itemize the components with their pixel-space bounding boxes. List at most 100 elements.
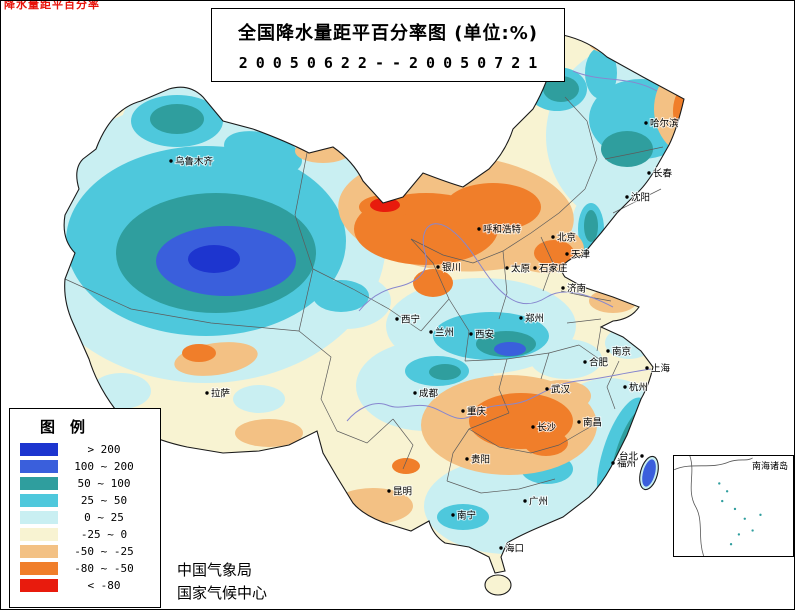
city-label: 北京 (557, 232, 576, 244)
city-dot (611, 461, 615, 465)
legend-item: 100 ~ 200 (20, 460, 160, 473)
legend-item: 25 ~ 50 (20, 494, 160, 507)
city-dot (499, 546, 503, 550)
city-label: 太原 (511, 263, 530, 275)
city-dot (469, 332, 473, 336)
rivers (346, 70, 658, 422)
city-dot (505, 266, 509, 270)
city-label: 重庆 (467, 406, 487, 418)
city-dot (429, 330, 433, 334)
city-label: 长沙 (537, 422, 557, 434)
city-label: 哈尔滨 (650, 118, 679, 130)
city-dot (477, 227, 481, 231)
legend-label: 0 ~ 25 (84, 511, 124, 524)
legend-label: 25 ~ 50 (80, 494, 128, 507)
legend-item: -25 ~ 0 (20, 528, 160, 541)
city-label: 南宁 (457, 510, 476, 522)
city-label: 乌鲁木齐 (175, 156, 214, 168)
city-label: 沈阳 (631, 192, 650, 204)
city-dot (577, 420, 581, 424)
city-dot (545, 387, 549, 391)
legend-label: 100 ~ 200 (74, 460, 134, 473)
city-dot (583, 360, 587, 364)
legend-label: -25 ~ 0 (80, 528, 128, 541)
legend-swatch (20, 528, 58, 541)
legend-box: 图 例 > 200 100 ~ 200 50 ~ 100 25 ~ 50 0 ~ 25 -… (9, 408, 161, 608)
legend-label: 50 ~ 100 (77, 477, 131, 490)
city-label: 西宁 (401, 314, 420, 326)
legend-swatch (20, 477, 58, 490)
legend-title: 图 例 (40, 418, 86, 436)
city-dot (169, 159, 173, 163)
province-borders (64, 96, 664, 494)
city-label: 杭州 (629, 382, 648, 394)
south-china-sea-map (674, 456, 762, 556)
city-label: 银川 (442, 262, 461, 274)
map-date-range: 20050622--20050721 (238, 53, 546, 72)
city-label: 贵阳 (471, 454, 490, 466)
city-label: 长春 (653, 168, 673, 180)
legend-swatch (20, 545, 58, 558)
city-dot (647, 171, 651, 175)
city-label: 福州 (617, 458, 636, 470)
city-label: 广州 (529, 496, 548, 508)
city-dot (645, 366, 649, 370)
agency-block: 中国气象局 国家气候中心 (177, 559, 267, 605)
city-label: 海口 (505, 543, 524, 555)
city-label: 南昌 (583, 417, 602, 429)
legend-item: -50 ~ -25 (20, 545, 160, 558)
legend-item: 50 ~ 100 (20, 477, 160, 490)
city-label: 兰州 (435, 327, 454, 339)
legend-swatch (20, 460, 58, 473)
city-label: 郑州 (525, 313, 544, 325)
legend-item: -80 ~ -50 (20, 562, 160, 575)
city-label: 成都 (419, 388, 439, 400)
legend-swatch (20, 562, 58, 575)
city-dot (465, 457, 469, 461)
city-dot (606, 349, 610, 353)
legend-swatch (20, 579, 58, 592)
corner-note: 降水量距平百分率 (4, 0, 100, 11)
city-dot (387, 489, 391, 493)
city-dot (436, 265, 440, 269)
city-label: 南京 (612, 346, 631, 358)
city-label: 西安 (475, 329, 494, 341)
inset-label: 南海诸岛 (751, 462, 788, 472)
legend-item: 0 ~ 25 (20, 511, 160, 524)
city-dot (519, 316, 523, 320)
city-label: 济南 (567, 283, 586, 295)
island-dots (718, 482, 762, 546)
legend-label: -80 ~ -50 (74, 562, 134, 575)
map-title-box: 全国降水量距平百分率图 (单位:%) 20050622--20050721 (211, 8, 565, 82)
city-dot (451, 513, 455, 517)
legend-item: < -80 (20, 579, 160, 592)
city-dot (561, 286, 565, 290)
city-dot (395, 317, 399, 321)
city-dot (205, 391, 209, 395)
city-label: 天津 (571, 250, 591, 261)
city-label: 上海 (651, 363, 671, 375)
agency-line1: 中国气象局 (177, 561, 253, 579)
legend-label: < -80 (87, 579, 121, 592)
city-dot (644, 121, 648, 125)
legend-swatch (20, 494, 58, 507)
legend-swatch (20, 443, 58, 456)
city-dot (551, 235, 555, 239)
legend-item: > 200 (20, 443, 160, 456)
city-label: 合肥 (589, 357, 609, 369)
south-china-sea-inset: 南海诸岛 (673, 455, 794, 557)
city-dot (625, 195, 629, 199)
city-dot (623, 385, 627, 389)
map-title: 全国降水量距平百分率图 (单位:%) (238, 22, 538, 44)
city-dot (531, 425, 535, 429)
city-label: 石家庄 (539, 263, 568, 275)
city-label: 武汉 (551, 384, 571, 396)
city-dot (413, 391, 417, 395)
city-label: 昆明 (393, 487, 412, 498)
legend-label: -50 ~ -25 (74, 545, 134, 558)
city-dot (640, 454, 644, 458)
legend-label: > 200 (87, 443, 121, 456)
city-dot (461, 409, 465, 413)
